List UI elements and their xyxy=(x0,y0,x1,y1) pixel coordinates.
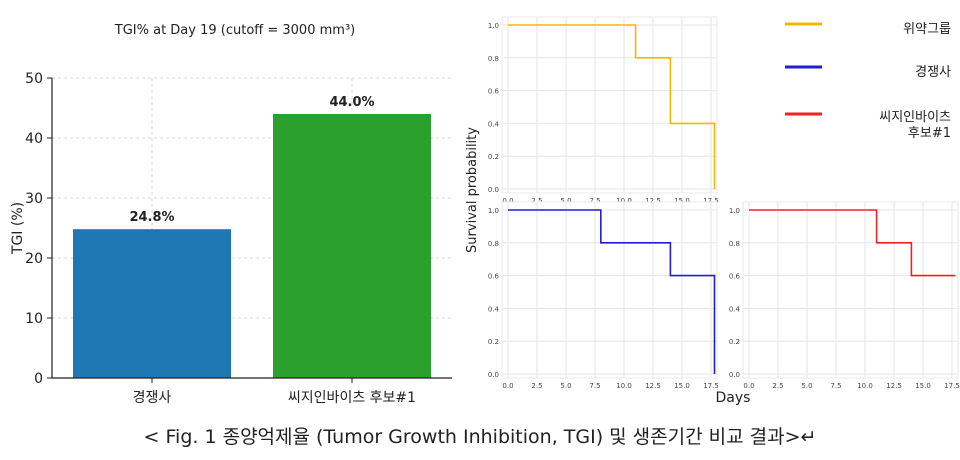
survival-ytick-label: 0.4 xyxy=(729,305,741,313)
survival-ytick-label: 1.0 xyxy=(488,207,499,215)
survival-xtick-label: 2.5 xyxy=(531,197,542,205)
survival-xtick-label: 10.0 xyxy=(616,197,632,205)
bar-data-label: 44.0% xyxy=(329,95,374,110)
survival-ytick-label: 0.6 xyxy=(488,273,500,281)
survival-xtick-label: 5.0 xyxy=(560,197,571,205)
bar-chart-title: TGI% at Day 19 (cutoff = 3000 mm³) xyxy=(114,23,355,38)
survival-ytick-label: 0.2 xyxy=(488,153,499,161)
survival-ytick-label: 0.6 xyxy=(729,273,741,281)
survival-xtick-label: 15.0 xyxy=(674,197,690,205)
bar-ytick-label: 40 xyxy=(25,131,43,147)
survival-xtick-label: 5.0 xyxy=(801,382,812,390)
survival-xtick-label: 5.0 xyxy=(560,382,571,390)
survival-xtick-label: 10.0 xyxy=(857,382,873,390)
survival-xtick-label: 2.5 xyxy=(531,382,542,390)
survival-ytick-label: 0.0 xyxy=(488,186,499,194)
survival-ytick-label: 0.8 xyxy=(488,55,499,63)
survival-ytick-label: 0.2 xyxy=(729,338,740,346)
legend-label: 경쟁사 xyxy=(915,65,951,80)
survival-xtick-label: 0.0 xyxy=(502,382,513,390)
survival-xtick-label: 12.5 xyxy=(645,382,661,390)
survival-panel-frame xyxy=(501,16,718,194)
survival-xtick-label: 15.0 xyxy=(915,382,931,390)
survival-step-line xyxy=(508,209,716,374)
survival-x-axis-label: Days xyxy=(716,390,751,406)
survival-xtick-label: 0.0 xyxy=(743,382,754,390)
survival-ytick-label: 1.0 xyxy=(729,207,740,215)
bar-ytick-label: 50 xyxy=(25,71,43,87)
survival-xtick-label: 2.5 xyxy=(772,382,783,390)
survival-ytick-label: 0.8 xyxy=(729,240,740,248)
bar-ytick-label: 0 xyxy=(34,371,43,387)
survival-xtick-label: 12.5 xyxy=(645,197,661,205)
survival-ytick-label: 0.4 xyxy=(488,120,500,128)
survival-step-line xyxy=(749,209,956,277)
survival-xtick-label: 15.0 xyxy=(674,382,690,390)
legend-label: 위약그룹 xyxy=(903,22,951,37)
survival-panel-frame xyxy=(501,201,718,379)
survival-ytick-label: 0.0 xyxy=(488,371,499,379)
survival-xtick-label: 0.0 xyxy=(502,197,513,205)
bar xyxy=(73,229,231,378)
survival-ytick-label: 0.2 xyxy=(488,338,499,346)
survival-ytick-label: 0.4 xyxy=(488,305,500,313)
survival-xtick-label: 12.5 xyxy=(886,382,902,390)
survival-ytick-label: 0.8 xyxy=(488,240,499,248)
survival-xtick-label: 17.5 xyxy=(703,197,719,205)
survival-step-line xyxy=(508,24,716,189)
survival-xtick-label: 7.5 xyxy=(589,197,600,205)
survival-xtick-label: 7.5 xyxy=(589,382,600,390)
figure-caption: < Fig. 1 종양억제율 (Tumor Growth Inhibition,… xyxy=(143,426,817,448)
bar-y-axis-label: TGI (%) xyxy=(10,202,26,255)
survival-ytick-label: 0.0 xyxy=(729,371,740,379)
survival-xtick-label: 7.5 xyxy=(830,382,841,390)
bar-ytick-label: 10 xyxy=(25,311,43,327)
survival-xtick-label: 17.5 xyxy=(703,382,719,390)
bar-category-label: 씨지인바이츠 후보#1 xyxy=(288,390,416,406)
bar-ytick-label: 20 xyxy=(25,251,43,267)
survival-xtick-label: 17.5 xyxy=(944,382,960,390)
survival-panel-frame xyxy=(742,201,959,379)
survival-xtick-label: 10.0 xyxy=(616,382,632,390)
bar-category-label: 경쟁사 xyxy=(133,390,172,406)
bar-ytick-label: 30 xyxy=(25,191,43,207)
legend-label: 씨지인바이츠 후보#1 xyxy=(879,110,951,141)
survival-y-axis-label: Survival probability xyxy=(465,127,480,253)
survival-ytick-label: 0.6 xyxy=(488,88,500,96)
survival-ytick-label: 1.0 xyxy=(488,22,499,30)
bar xyxy=(273,114,431,378)
bar-data-label: 24.8% xyxy=(129,210,174,225)
